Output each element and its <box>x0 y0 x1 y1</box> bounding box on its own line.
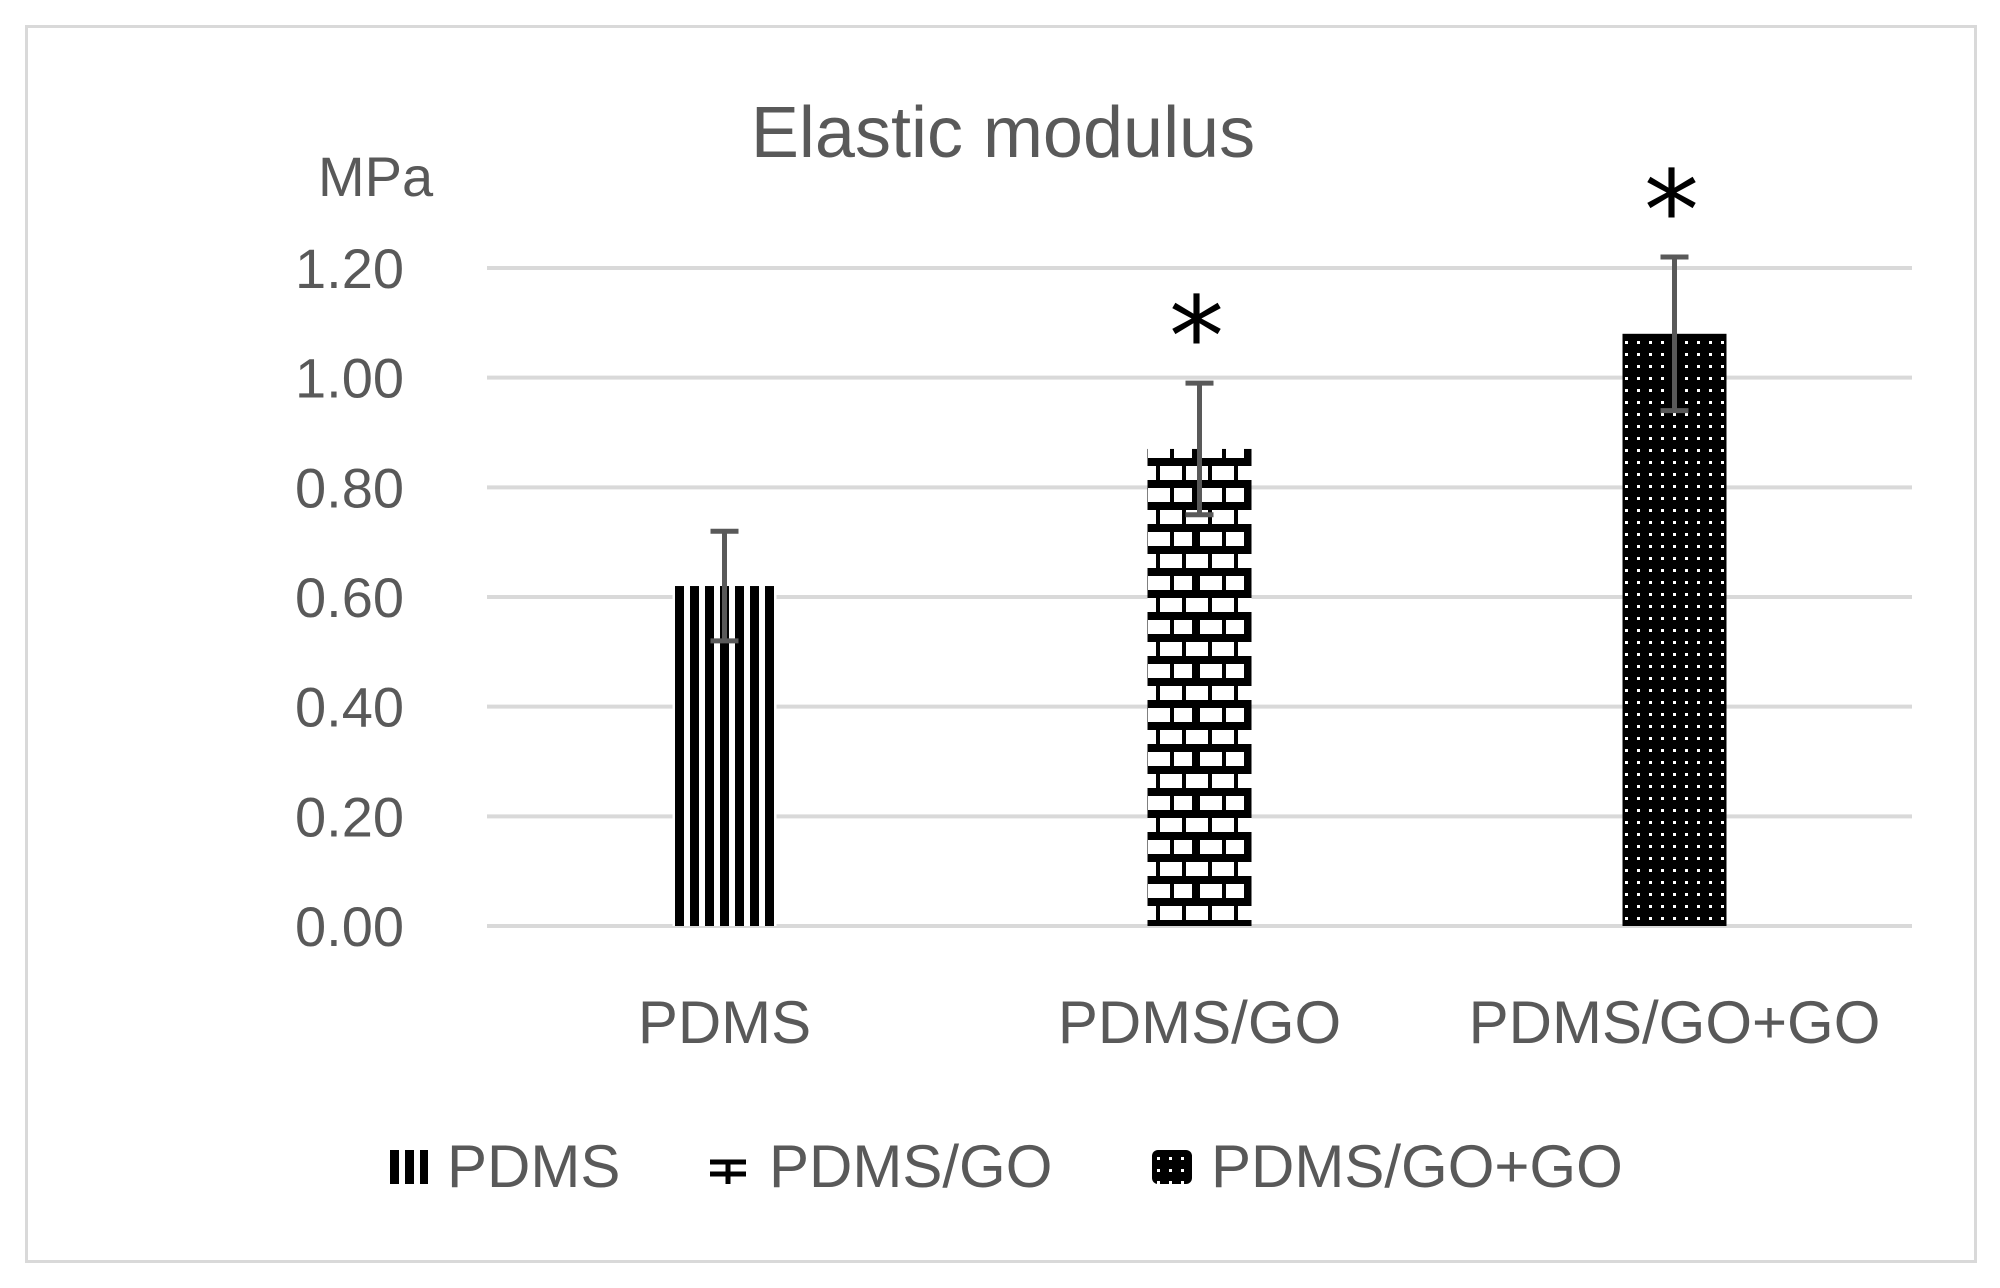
error-bar <box>1660 254 1689 414</box>
legend-swatch <box>388 1150 428 1184</box>
y-tick-label: 1.00 <box>295 347 404 410</box>
error-bars <box>710 254 1689 644</box>
y-tick-label: 0.80 <box>295 456 404 519</box>
chart-title: Elastic modulus <box>751 93 1255 173</box>
x-category-label: PDMS/GO+GO <box>1469 989 1881 1056</box>
x-axis-categories: PDMS PDMS/GO PDMS/GO+GO <box>638 989 1881 1056</box>
y-axis-unit-label: MPa <box>318 145 434 208</box>
x-category-label: PDMS/GO <box>1058 989 1341 1056</box>
legend: PDMS PDMS/GO PDMS/GO+GO <box>388 1133 1623 1200</box>
y-tick-label: 0.20 <box>295 785 404 848</box>
y-tick-label: 0.00 <box>295 895 404 958</box>
error-bar <box>1185 380 1214 518</box>
legend-swatch <box>710 1159 746 1184</box>
significance-asterisk: * <box>1169 273 1224 401</box>
legend-label: PDMS/GO+GO <box>1211 1133 1623 1200</box>
significance-markers: ** <box>1169 147 1699 401</box>
legend-item: PDMS/GO+GO <box>1152 1133 1623 1200</box>
y-axis-ticks: 0.00 0.20 0.40 0.60 0.80 1.00 1.20 <box>295 237 404 958</box>
x-category-label: PDMS <box>638 989 811 1056</box>
y-tick-label: 0.40 <box>295 676 404 739</box>
legend-label: PDMS/GO <box>769 1133 1052 1200</box>
legend-swatch <box>1152 1150 1192 1184</box>
y-tick-label: 1.20 <box>295 237 404 300</box>
significance-asterisk: * <box>1644 147 1699 275</box>
legend-item: PDMS/GO <box>710 1133 1052 1200</box>
error-bar <box>710 528 739 644</box>
legend-item: PDMS <box>388 1133 620 1200</box>
legend-label: PDMS <box>447 1133 620 1200</box>
bar <box>1147 448 1252 926</box>
bar <box>1622 333 1727 926</box>
y-tick-label: 0.60 <box>295 566 404 629</box>
